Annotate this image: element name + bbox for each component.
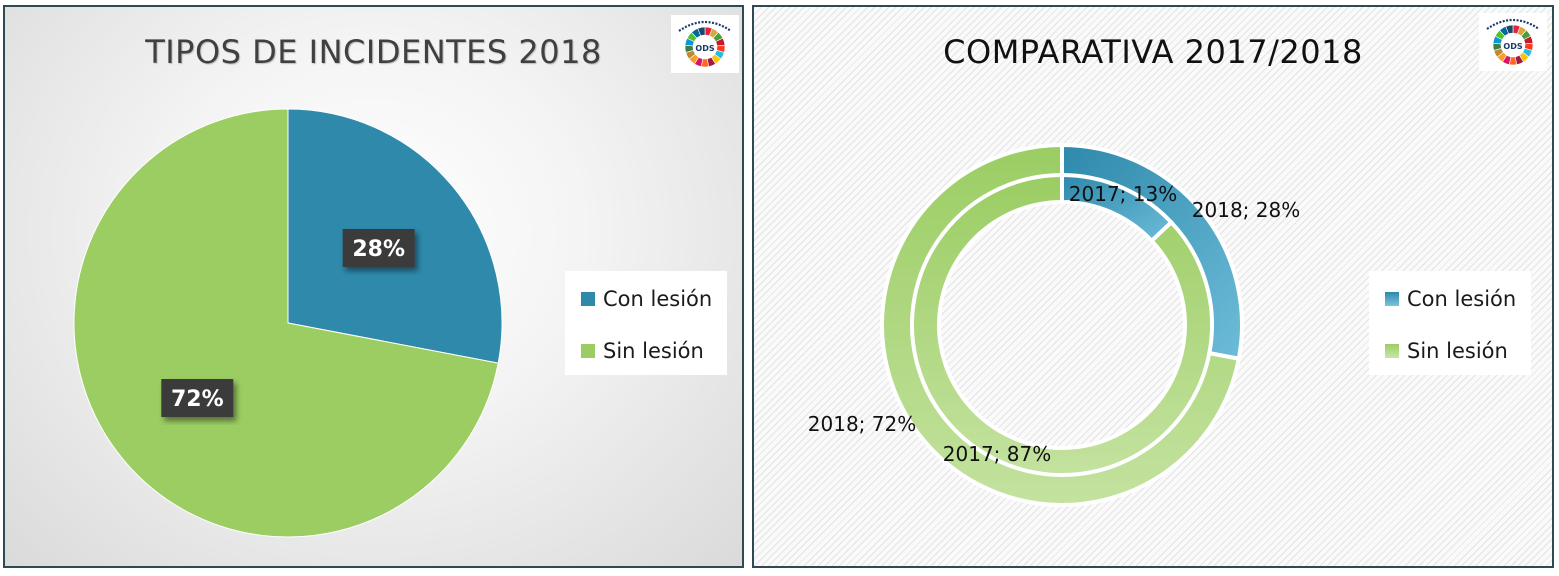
doughnut-chart-title: COMPARATIVA 2017/2018 bbox=[943, 33, 1363, 71]
ods-wheel-icon: ODS bbox=[1486, 18, 1540, 66]
legend-label-sin-lesion: Sin lesión bbox=[603, 339, 704, 363]
pie-chart-title: TIPOS DE INCIDENTES 2018 bbox=[145, 33, 602, 71]
doughnut-chart-panel: COMPARATIVA 2017/2018 ODS 2018; 28% 2018;… bbox=[752, 5, 1554, 568]
pie-slice-sin-lesion bbox=[73, 108, 499, 538]
legend-item-sin-lesion: Sin lesión bbox=[1385, 339, 1508, 363]
ods-logo: ODS bbox=[671, 15, 739, 73]
legend-item-sin-lesion: Sin lesión bbox=[581, 339, 704, 363]
doughnut-data-label: 2018; 28% bbox=[1192, 198, 1300, 222]
pie-data-label-box: 28% bbox=[342, 228, 415, 267]
doughnut-data-label: 2017; 87% bbox=[943, 442, 1051, 466]
legend-item-con-lesion: Con lesión bbox=[1385, 287, 1516, 311]
ods-logo-text: ODS bbox=[695, 44, 714, 53]
legend-swatch-sin-lesion bbox=[1385, 344, 1399, 358]
legend-swatch-sin-lesion bbox=[581, 344, 595, 358]
doughnut-data-label: 2017; 13% bbox=[1069, 182, 1177, 206]
legend-swatch-con-lesion bbox=[581, 292, 595, 306]
pie-data-label: 28% bbox=[352, 237, 405, 262]
ods-logo-text: ODS bbox=[1503, 42, 1522, 51]
doughnut-data-label: 2018; 72% bbox=[808, 412, 916, 436]
ods-logo: ODS bbox=[1479, 13, 1547, 71]
legend-item-con-lesion: Con lesión bbox=[581, 287, 712, 311]
pie-chart-panel: TIPOS DE INCIDENTES 2018 ODS 28% 72% Con … bbox=[3, 5, 744, 568]
doughnut-chart-legend: Con lesión Sin lesión bbox=[1369, 271, 1531, 375]
legend-label-sin-lesion: Sin lesión bbox=[1407, 339, 1508, 363]
pie-chart-legend: Con lesión Sin lesión bbox=[565, 271, 727, 375]
pie-chart: 28% 72% bbox=[73, 108, 503, 538]
doughnut-segment-2017-sin-lesion bbox=[910, 172, 1214, 477]
doughnut-chart: 2018; 28% 2018; 72% 2017; 13% 2017; 87% bbox=[808, 142, 1300, 507]
legend-swatch-con-lesion bbox=[1385, 292, 1399, 306]
legend-label-con-lesion: Con lesión bbox=[603, 287, 713, 311]
pie-data-label: 72% bbox=[171, 387, 224, 412]
legend-label-con-lesion: Con lesión bbox=[1407, 287, 1517, 311]
pie-data-label-box: 72% bbox=[161, 379, 234, 418]
ods-wheel-icon: ODS bbox=[678, 20, 732, 68]
